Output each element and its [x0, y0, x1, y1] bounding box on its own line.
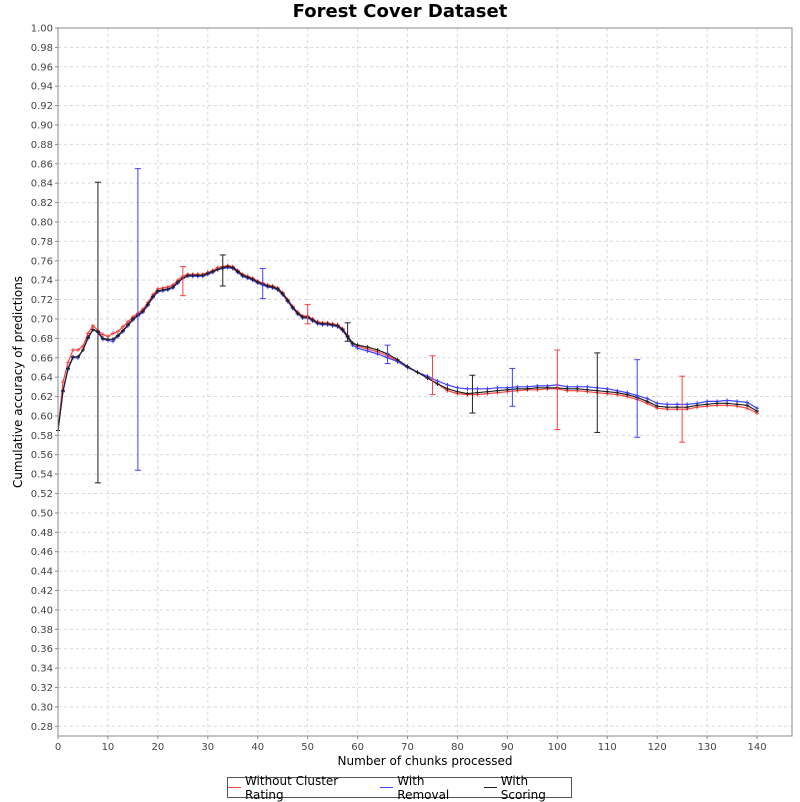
y-tick-label: 0.84: [31, 179, 53, 190]
x-tick-label: 10: [102, 742, 115, 753]
plot-area-frame: [57, 27, 793, 737]
grid-lines: [57, 27, 792, 736]
y-tick-label: 0.36: [31, 644, 53, 655]
y-tick-label: 0.74: [31, 276, 53, 287]
y-tick-label: 0.64: [31, 373, 53, 384]
y-tick-label: 0.34: [31, 664, 53, 675]
x-tick-label: 60: [351, 742, 364, 753]
y-tick-label: 0.76: [31, 256, 53, 267]
y-tick-label: 0.98: [31, 43, 53, 54]
x-tick-label: 80: [451, 742, 464, 753]
error-bars: [94, 168, 686, 484]
y-tick-label: 0.94: [31, 82, 53, 93]
x-tick-label: 50: [301, 742, 314, 753]
y-tick-label: 0.54: [31, 470, 53, 481]
y-tick-label: 0.32: [31, 683, 53, 694]
y-tick-label: 0.52: [31, 489, 53, 500]
x-tick-label: 70: [401, 742, 414, 753]
x-tick-label: 100: [548, 742, 567, 753]
x-tick-label: 140: [748, 742, 767, 753]
y-tick-label: 0.42: [31, 586, 53, 597]
y-tick-label: 0.66: [31, 353, 53, 364]
chart-title: Forest Cover Dataset: [292, 1, 508, 22]
y-tick-label: 1.00: [31, 24, 53, 35]
x-tick-label: 40: [251, 742, 264, 753]
y-tick-label: 0.78: [31, 237, 53, 248]
y-tick-label: 0.38: [31, 625, 53, 636]
legend-item-with-scoring: With Scoring: [483, 773, 571, 802]
y-tick-label: 0.40: [31, 605, 53, 616]
y-tick-label: 0.50: [31, 508, 53, 519]
y-tick-label: 0.44: [31, 567, 53, 578]
y-axis-label: Cumulative accuracy of predictions: [11, 276, 25, 488]
y-tick-label: 0.82: [31, 198, 53, 209]
y-tick-label: 0.28: [31, 722, 53, 733]
legend-item-without-cluster-rating: Without Cluster Rating: [228, 774, 370, 802]
legend: Without Cluster Rating With Removal With…: [227, 774, 572, 802]
y-tick-label: 0.56: [31, 450, 53, 461]
legend-label: Without Cluster Rating: [244, 773, 339, 802]
y-tick-label: 0.86: [31, 159, 53, 170]
x-tick-label: 20: [151, 742, 164, 753]
legend-swatch: [483, 787, 497, 788]
y-tick-label: 0.46: [31, 547, 53, 558]
axis-ticks: 0.28 0.30 0.32 0.34 0.36 0.38 0.40 0.42 0.44 0.46…: [31, 24, 767, 754]
y-tick-label: 0.96: [31, 62, 53, 73]
y-tick-label: 0.30: [31, 702, 53, 713]
y-tick-label: 0.72: [31, 295, 53, 306]
legend-swatch: [228, 787, 241, 788]
y-tick-label: 0.92: [31, 101, 53, 112]
legend-item-with-removal: With Removal: [380, 774, 474, 802]
x-tick-label: 0: [55, 742, 61, 753]
y-tick-label: 0.70: [31, 314, 53, 325]
x-tick-label: 90: [501, 742, 514, 753]
legend-label: With Scoring: [500, 773, 546, 802]
x-tick-label: 120: [648, 742, 667, 753]
x-axis-label: Number of chunks processed: [338, 754, 513, 768]
y-tick-label: 0.68: [31, 334, 53, 345]
y-tick-label: 0.62: [31, 392, 53, 403]
y-tick-label: 0.58: [31, 431, 53, 442]
x-tick-label: 130: [698, 742, 717, 753]
y-tick-label: 0.90: [31, 120, 53, 131]
y-tick-label: 0.48: [31, 528, 53, 539]
legend-swatch: [380, 787, 394, 788]
x-tick-label: 110: [598, 742, 617, 753]
y-tick-label: 0.88: [31, 140, 53, 151]
x-tick-label: 30: [201, 742, 214, 753]
y-tick-label: 0.80: [31, 217, 53, 228]
y-tick-label: 0.60: [31, 411, 53, 422]
legend-label: With Removal: [397, 773, 450, 802]
